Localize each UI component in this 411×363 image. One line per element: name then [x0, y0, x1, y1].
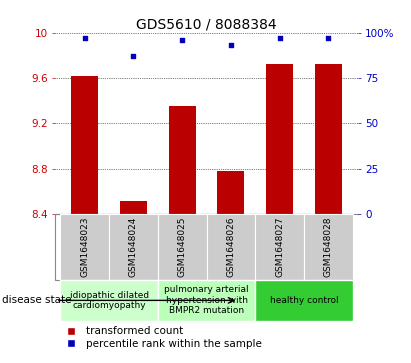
Text: GSM1648024: GSM1648024	[129, 217, 138, 277]
Text: GSM1648023: GSM1648023	[80, 217, 89, 277]
Bar	[266, 64, 293, 214]
Bar	[60, 214, 109, 280]
Point	[325, 35, 332, 41]
Bar	[120, 201, 147, 214]
Bar	[60, 280, 158, 321]
Legend: transformed count, percentile rank within the sample: transformed count, percentile rank withi…	[61, 326, 261, 348]
Bar	[255, 214, 304, 280]
Text: pulmonary arterial
hypertension with
BMPR2 mutation: pulmonary arterial hypertension with BMP…	[164, 285, 249, 315]
Bar	[109, 214, 158, 280]
Text: GSM1648028: GSM1648028	[324, 217, 333, 277]
Bar	[169, 106, 196, 214]
Point	[276, 35, 283, 41]
Title: GDS5610 / 8088384: GDS5610 / 8088384	[136, 17, 277, 32]
Point	[130, 53, 137, 59]
Bar	[158, 280, 255, 321]
Bar	[217, 171, 244, 214]
Text: GSM1648026: GSM1648026	[226, 217, 236, 277]
Point	[228, 42, 234, 48]
Bar	[207, 214, 255, 280]
Bar	[255, 280, 353, 321]
Text: idiopathic dilated
cardiomyopathy: idiopathic dilated cardiomyopathy	[69, 291, 149, 310]
Text: disease state: disease state	[2, 295, 72, 305]
Text: GSM1648027: GSM1648027	[275, 217, 284, 277]
Text: GSM1648025: GSM1648025	[178, 217, 187, 277]
Point	[81, 35, 88, 41]
Point	[179, 37, 185, 43]
Bar	[315, 64, 342, 214]
Bar	[72, 76, 98, 214]
Text: healthy control: healthy control	[270, 296, 338, 305]
Bar	[304, 214, 353, 280]
Bar	[158, 214, 206, 280]
